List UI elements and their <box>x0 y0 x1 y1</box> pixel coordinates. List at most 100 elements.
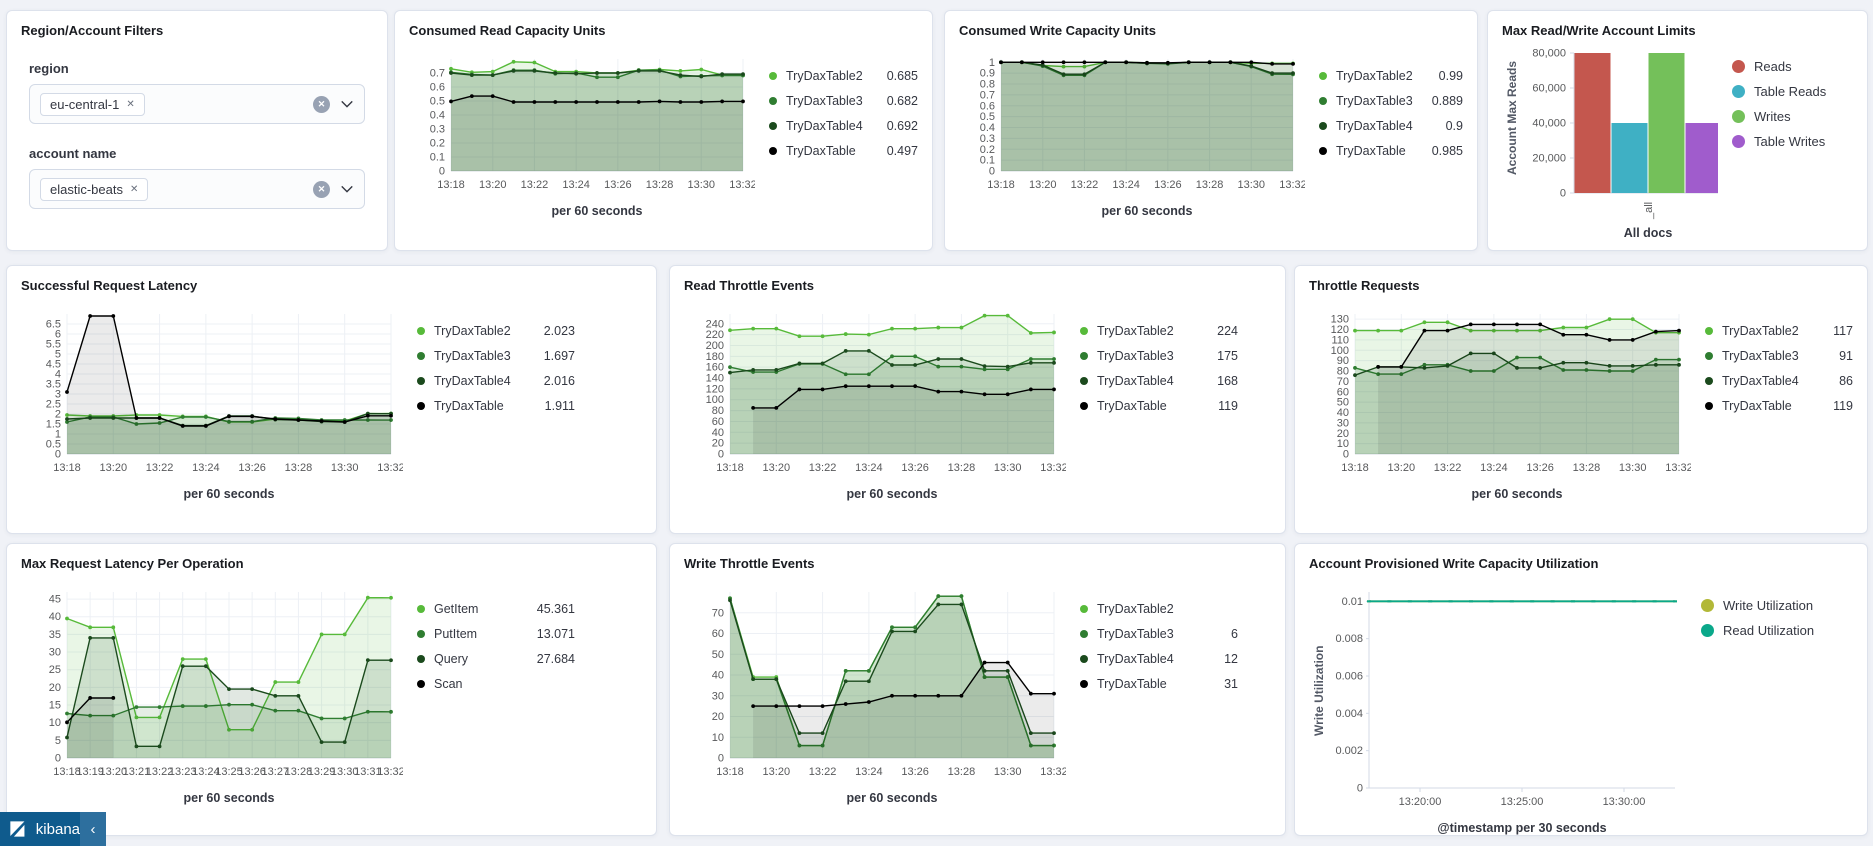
chip-remove-icon[interactable]: ✕ <box>126 98 135 110</box>
account-name-combobox[interactable]: elastic-beats ✕ ✕ <box>29 169 365 209</box>
legend-item-trydaxtable4[interactable]: TryDaxTable4 0.692 <box>769 119 918 133</box>
svg-text:4: 4 <box>55 369 61 381</box>
consumed-read-capacity-panel: Consumed Read Capacity Units 13:18 13:20 1… <box>394 10 933 251</box>
svg-text:13:32: 13:32 <box>377 766 403 778</box>
svg-text:120: 120 <box>706 383 724 395</box>
legend-item-trydaxtable2[interactable]: TryDaxTable2 2.023 <box>417 324 575 338</box>
svg-text:13:24: 13:24 <box>1112 179 1140 191</box>
svg-text:13:30:00: 13:30:00 <box>1603 796 1646 808</box>
read-throttle-events-chart[interactable]: 13:18 13:20 13:22 13:24 13:26 13:28 13:30 13:32… <box>684 306 1068 480</box>
legend-item-getitem[interactable]: GetItem 45.361 <box>417 602 575 616</box>
write-capacity-utilization-chart[interactable]: 13:20:00 13:25:00 13:30:00 0 0.002 0.004 0.006… <box>1309 584 1687 814</box>
legend-item-scan[interactable]: Scan <box>417 677 575 691</box>
svg-text:13:24: 13:24 <box>192 462 220 474</box>
svg-text:13:22: 13:22 <box>521 179 549 191</box>
max-account-limits-chart[interactable]: 0 20,000 40,000 60,000 80,000 _all All docs Acc… <box>1502 45 1718 243</box>
svg-text:0.008: 0.008 <box>1335 633 1363 645</box>
legend-item-trydaxtable3[interactable]: TryDaxTable3 0.889 <box>1319 94 1463 108</box>
clear-selection-button[interactable]: ✕ <box>313 180 330 198</box>
legend-series-name: PutItem <box>434 627 478 641</box>
legend-item-trydaxtable2[interactable]: TryDaxTable2 224 <box>1080 324 1238 338</box>
legend-item-trydaxtable4[interactable]: TryDaxTable4 86 <box>1705 374 1853 388</box>
legend-color-dot <box>1705 352 1713 360</box>
legend-item-query[interactable]: Query 27.684 <box>417 652 575 666</box>
legend-item-trydaxtable4[interactable]: TryDaxTable4 2.016 <box>417 374 575 388</box>
legend-color-dot <box>417 377 425 385</box>
legend-item-trydaxtable3[interactable]: TryDaxTable3 0.682 <box>769 94 918 108</box>
legend-item-trydaxtable[interactable]: TryDaxTable 119 <box>1705 399 1853 413</box>
legend-item-trydaxtable[interactable]: TryDaxTable 31 <box>1080 677 1238 691</box>
region-combobox[interactable]: eu-central-1 ✕ ✕ <box>29 84 365 124</box>
legend-item-table-writes[interactable]: Table Writes <box>1731 134 1853 149</box>
chip-remove-icon[interactable]: ✕ <box>129 183 139 195</box>
legend-item-write-utilization[interactable]: Write Utilization <box>1701 598 1851 613</box>
chevron-down-icon[interactable] <box>340 97 354 111</box>
svg-text:13:32: 13:32 <box>1040 462 1066 474</box>
max-request-latency-chart[interactable]: 13:1813:1913:2013:2113:2213:2313:2413:25… <box>21 584 405 784</box>
legend-item-read-utilization[interactable]: Read Utilization <box>1701 623 1851 638</box>
svg-text:13:30: 13:30 <box>331 462 359 474</box>
legend-item-trydaxtable2[interactable]: TryDaxTable2 117 <box>1705 324 1853 338</box>
consumed-write-capacity-chart[interactable]: 13:18 13:20 13:22 13:24 13:26 13:28 13:30 13:32… <box>959 51 1307 197</box>
clear-selection-button[interactable]: ✕ <box>313 95 330 113</box>
svg-text:5: 5 <box>55 735 61 747</box>
legend-item-reads[interactable]: Reads <box>1731 59 1853 74</box>
svg-text:All docs: All docs <box>1624 226 1673 240</box>
kibana-logo-icon <box>10 821 25 837</box>
legend-item-trydaxtable[interactable]: TryDaxTable 1.911 <box>417 399 575 413</box>
legend-series-name: TryDaxTable3 <box>1097 627 1174 641</box>
svg-text:13:24: 13:24 <box>1480 462 1508 474</box>
legend-item-trydaxtable3[interactable]: TryDaxTable3 175 <box>1080 349 1238 363</box>
legend-series-name: Read Utilization <box>1723 623 1815 638</box>
svg-text:13:20: 13:20 <box>1029 179 1057 191</box>
chart-legend: Write Utilization Read Utilization <box>1701 584 1851 835</box>
svg-text:13:30: 13:30 <box>994 462 1022 474</box>
legend-series-value: 0.889 <box>1431 94 1463 108</box>
legend-item-trydaxtable4[interactable]: TryDaxTable4 168 <box>1080 374 1238 388</box>
svg-text:1.5: 1.5 <box>46 419 61 431</box>
legend-item-writes[interactable]: Writes <box>1731 109 1853 124</box>
legend-item-trydaxtable4[interactable]: TryDaxTable4 12 <box>1080 652 1238 666</box>
nav-collapse-button[interactable]: ‹ <box>80 812 106 846</box>
svg-text:13:24: 13:24 <box>562 179 590 191</box>
write-throttle-events-chart[interactable]: 13:18 13:20 13:22 13:24 13:26 13:28 13:30 13:32… <box>684 584 1068 784</box>
legend-item-trydaxtable3[interactable]: TryDaxTable3 91 <box>1705 349 1853 363</box>
region-chip[interactable]: eu-central-1 ✕ <box>40 92 145 116</box>
svg-text:90: 90 <box>1337 355 1349 367</box>
legend-item-trydaxtable4[interactable]: TryDaxTable4 0.9 <box>1319 119 1463 133</box>
x-axis-caption: per 60 seconds <box>1471 487 1563 501</box>
successful-request-latency-chart[interactable]: 13:18 13:20 13:22 13:24 13:26 13:28 13:30 13:32… <box>21 306 405 480</box>
consumed-read-capacity-chart[interactable]: 13:18 13:20 13:22 13:24 13:26 13:28 13:30 13:32… <box>409 51 757 197</box>
filters-panel: Region/Account Filters region eu-central… <box>6 10 388 251</box>
svg-text:20: 20 <box>49 682 61 694</box>
svg-text:13:30: 13:30 <box>331 766 359 778</box>
account-chip[interactable]: elastic-beats ✕ <box>40 177 149 201</box>
legend-item-trydaxtable2[interactable]: TryDaxTable2 0.685 <box>769 69 918 83</box>
svg-text:Account Max Reads: Account Max Reads <box>1505 61 1519 175</box>
legend-item-table-reads[interactable]: Table Reads <box>1731 84 1853 99</box>
legend-color-dot <box>769 122 777 130</box>
legend-item-putitem[interactable]: PutItem 13.071 <box>417 627 575 641</box>
legend-item-trydaxtable3[interactable]: TryDaxTable3 6 <box>1080 627 1238 641</box>
max-account-limits-panel: Max Read/Write Account Limits 0 20,000 40,… <box>1487 10 1868 251</box>
legend-item-trydaxtable2[interactable]: TryDaxTable2 0.99 <box>1319 69 1463 83</box>
account-filter-group: account name elastic-beats ✕ ✕ <box>21 146 373 209</box>
legend-color-dot <box>769 72 777 80</box>
throttle-requests-chart[interactable]: 13:18 13:20 13:22 13:24 13:26 13:28 13:30 13:32… <box>1309 306 1693 480</box>
chevron-down-icon[interactable] <box>340 182 354 196</box>
svg-text:110: 110 <box>1331 334 1349 346</box>
legend-series-name: Table Reads <box>1753 84 1827 99</box>
svg-text:13:18: 13:18 <box>437 179 465 191</box>
throttle-requests-panel: Throttle Requests 13:18 13:20 13:22 13:24 13… <box>1294 265 1868 534</box>
legend-item-trydaxtable[interactable]: TryDaxTable 119 <box>1080 399 1238 413</box>
legend-series-name: TryDaxTable4 <box>1097 652 1174 666</box>
legend-color-dot <box>1080 605 1088 613</box>
legend-item-trydaxtable2[interactable]: TryDaxTable2 <box>1080 602 1238 616</box>
svg-text:0.6: 0.6 <box>430 82 445 94</box>
legend-item-trydaxtable[interactable]: TryDaxTable 0.497 <box>769 144 918 158</box>
legend-item-trydaxtable3[interactable]: TryDaxTable3 1.697 <box>417 349 575 363</box>
legend-item-trydaxtable[interactable]: TryDaxTable 0.985 <box>1319 144 1463 158</box>
svg-text:13:26: 13:26 <box>901 462 929 474</box>
kibana-nav-bar: kibana ‹ <box>0 812 106 846</box>
legend-series-value: 2.023 <box>543 324 575 338</box>
